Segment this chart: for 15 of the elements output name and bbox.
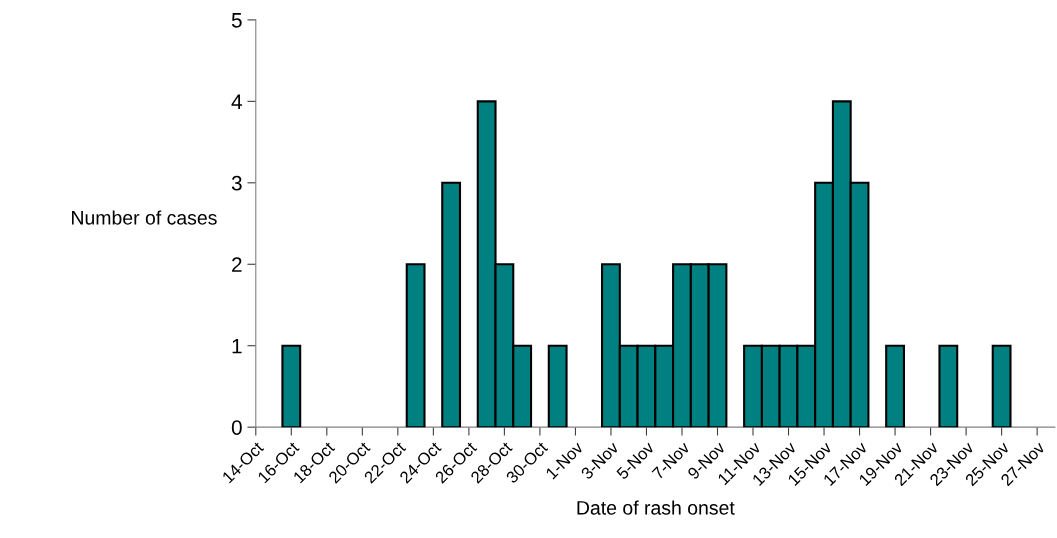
y-tick-label: 3 — [231, 175, 242, 191]
y-tick-label: 0 — [231, 420, 242, 435]
y-tick-label: 1 — [232, 338, 242, 354]
y-tick-label: 4 — [231, 94, 242, 109]
bar — [441, 181, 462, 428]
bar — [991, 344, 1012, 428]
x-axis-title: Date of rash onset — [577, 500, 735, 515]
bar — [938, 344, 959, 428]
y-tick-label: 5 — [231, 13, 242, 28]
bar — [547, 344, 568, 428]
y-axis-title: Number of cases — [72, 210, 217, 225]
bar — [405, 263, 426, 428]
bar — [281, 344, 302, 428]
bar — [885, 344, 905, 428]
y-tick-label: 2 — [232, 257, 242, 272]
